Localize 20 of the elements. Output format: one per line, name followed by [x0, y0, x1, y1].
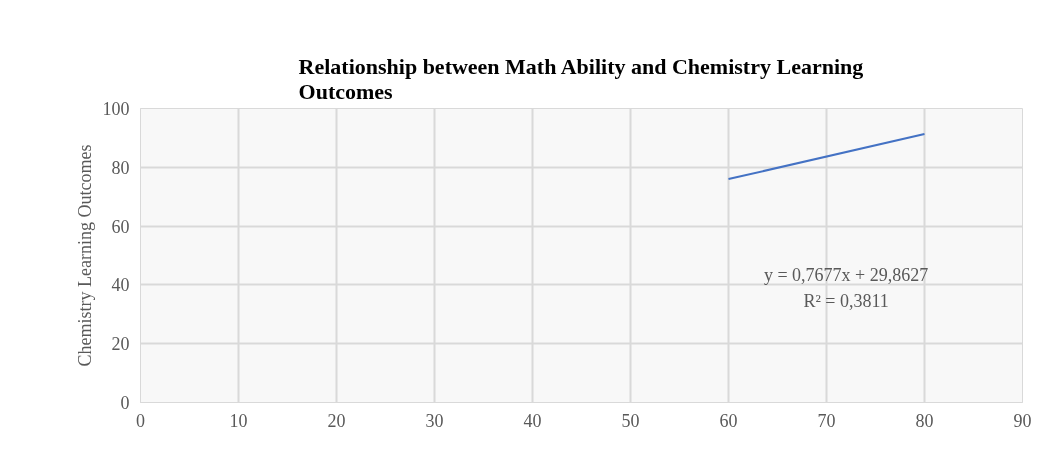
x-tick-label: 0	[136, 410, 145, 431]
annotation: R² = 0,3811	[803, 291, 889, 312]
x-tick-label: 90	[1013, 410, 1032, 431]
y-axis-title: Chemistry Learning Outcomes	[74, 144, 95, 367]
x-tick-label: 30	[425, 410, 444, 431]
x-tick-label: 40	[523, 410, 542, 431]
x-tick-label: 80	[915, 410, 934, 431]
x-tick-label: 10	[229, 410, 248, 431]
y-tick-label: 20	[111, 334, 130, 355]
y-tick-label: 0	[120, 393, 130, 413]
chart-title: Relationship between Math Ability and Chemistry Learning Outcomes	[298, 53, 864, 104]
x-tick-label: 20	[327, 410, 346, 431]
y-tick-label: 100	[102, 99, 130, 119]
x-tick-label: 70	[817, 410, 836, 431]
y-tick-label: 40	[111, 275, 130, 296]
x-tick-label: 60	[719, 410, 738, 431]
x-tick-label: 50	[621, 410, 640, 431]
annotation: y = 0,7677x + 29,8627	[763, 264, 929, 285]
y-tick-label: 60	[111, 216, 130, 237]
y-tick-label: 80	[111, 157, 130, 178]
